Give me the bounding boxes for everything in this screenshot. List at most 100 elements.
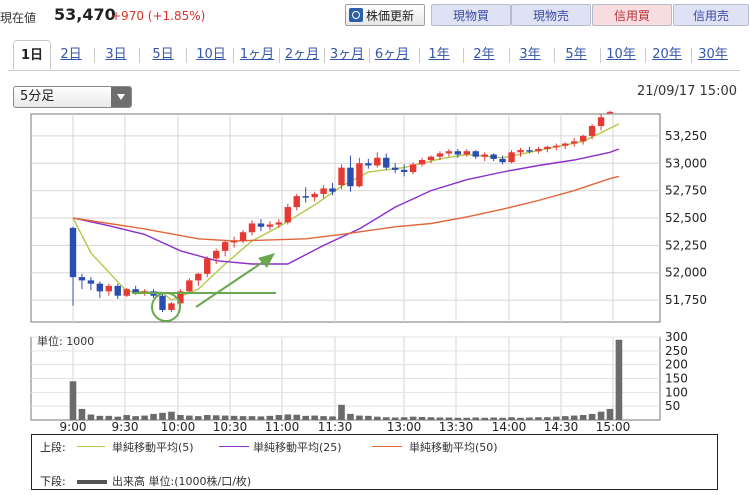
- candle-body: [311, 193, 318, 198]
- candle-body: [204, 258, 211, 274]
- tab-2m[interactable]: 2ヶ月: [284, 47, 320, 62]
- candle-body: [275, 222, 283, 225]
- candle-body: [553, 145, 560, 148]
- tab-6m[interactable]: 6ヶ月: [374, 47, 410, 62]
- y-tick-label: 52,500: [665, 211, 707, 225]
- candle-body: [499, 158, 506, 163]
- volume-bar: [275, 415, 283, 420]
- volume-bar: [195, 416, 202, 420]
- candle-body: [463, 151, 470, 155]
- tab-10y[interactable]: 10年: [606, 47, 636, 62]
- candle-body: [221, 242, 229, 251]
- tab-30y[interactable]: 30年: [698, 47, 728, 62]
- legend-ma25-label: 単純移動平均(25): [253, 441, 342, 454]
- x-tick-label: 14:30: [544, 420, 579, 434]
- refresh-label: 株価更新: [366, 9, 415, 23]
- volume-bar: [356, 415, 363, 420]
- volume-y-tick-label: 50: [665, 399, 680, 413]
- price-value: 53,470: [54, 5, 116, 24]
- candle-body: [365, 163, 372, 166]
- tab-separator: [419, 48, 420, 63]
- candle-body: [69, 227, 77, 278]
- tab-separator: [139, 48, 140, 63]
- y-tick-label: 53,000: [665, 156, 707, 170]
- candle-body: [213, 250, 220, 259]
- candle-body: [266, 224, 274, 227]
- quote-header: 現在値 53,470 +970 (+1.85%) 株価更新 現物買 現物売 信用…: [0, 0, 749, 32]
- tab-2y[interactable]: 2年: [473, 47, 495, 62]
- tab-separator: [509, 48, 510, 63]
- volume-bar: [561, 416, 569, 420]
- candle-body: [508, 152, 515, 163]
- volume-y-tick-label: 300: [665, 330, 688, 344]
- interval-select-value: 5分足: [20, 89, 55, 104]
- tab-1m[interactable]: 1ヶ月: [239, 47, 275, 62]
- tab-1d[interactable]: 1日: [13, 40, 51, 70]
- tab-5y[interactable]: 5年: [565, 47, 587, 62]
- y-tick-label: 52,000: [665, 266, 707, 280]
- legend-ma25-swatch: [219, 446, 249, 447]
- candle-body: [87, 280, 95, 284]
- candle-body: [195, 273, 202, 281]
- volume-bar: [203, 415, 211, 420]
- volume-bar: [230, 415, 238, 420]
- volume-bar: [338, 404, 345, 420]
- volume-bar: [284, 414, 292, 420]
- volume-bar: [123, 415, 130, 420]
- chart-datetime: 21/09/17 15:00: [637, 84, 737, 99]
- volume-bar: [78, 408, 86, 420]
- volume-y-tick-label: 150: [665, 372, 688, 386]
- tab-3y[interactable]: 3年: [519, 47, 541, 62]
- x-tick-label: 13:30: [439, 420, 474, 434]
- tab-20y[interactable]: 20年: [652, 47, 682, 62]
- candle-body: [392, 167, 399, 170]
- volume-bar: [257, 416, 265, 420]
- interval-select[interactable]: 5分足: [13, 86, 132, 108]
- candle-body: [571, 141, 578, 144]
- tab-1y[interactable]: 1年: [428, 47, 450, 62]
- candle-body: [374, 157, 381, 166]
- volume-bar: [400, 417, 408, 420]
- volume-bar: [481, 417, 488, 420]
- tab-5d[interactable]: 5日: [152, 47, 174, 62]
- volume-bar: [302, 415, 309, 420]
- candle-body: [239, 232, 247, 241]
- tab-separator: [94, 48, 95, 63]
- volume-bar: [347, 413, 354, 420]
- volume-bar: [114, 416, 122, 420]
- candle-body: [490, 154, 497, 159]
- y-tick-label: 52,750: [665, 184, 707, 198]
- candle-body: [257, 223, 265, 227]
- chart-legend: 上段: 単純移動平均(5) 単純移動平均(25) 単純移動平均(50) 下段: …: [31, 434, 718, 490]
- volume-bar: [418, 416, 426, 420]
- tab-3m[interactable]: 3ヶ月: [329, 47, 365, 62]
- spot-sell-button[interactable]: 現物売: [511, 4, 591, 26]
- volume-bar: [517, 417, 524, 420]
- y-tick-label: 51,750: [665, 293, 707, 307]
- chevron-down-icon[interactable]: [111, 87, 131, 107]
- volume-bar: [159, 412, 166, 420]
- candle-body: [96, 283, 104, 292]
- volume-bar: [365, 415, 372, 420]
- volume-bar: [535, 417, 542, 420]
- volume-bar: [391, 417, 399, 420]
- tab-2d[interactable]: 2日: [60, 47, 82, 62]
- tab-separator: [645, 48, 646, 63]
- x-tick-label: 15:00: [596, 420, 631, 434]
- volume-y-tick-label: 250: [665, 344, 688, 358]
- refresh-price-button[interactable]: 株価更新: [345, 4, 425, 26]
- volume-bar: [248, 416, 256, 420]
- spot-buy-button[interactable]: 現物買: [431, 4, 511, 26]
- tab-separator: [691, 48, 692, 63]
- candle-body: [597, 117, 605, 127]
- candle-body: [177, 291, 184, 304]
- candle-body: [400, 169, 408, 173]
- candle-body: [159, 295, 166, 310]
- margin-buy-button[interactable]: 信用買: [592, 4, 672, 26]
- tab-10d[interactable]: 10日: [196, 47, 226, 62]
- volume-bar: [606, 408, 614, 420]
- tab-3d[interactable]: 3日: [105, 47, 127, 62]
- price-label: 現在値: [0, 11, 37, 25]
- volume-bar: [445, 417, 453, 420]
- volume-bar: [311, 415, 318, 420]
